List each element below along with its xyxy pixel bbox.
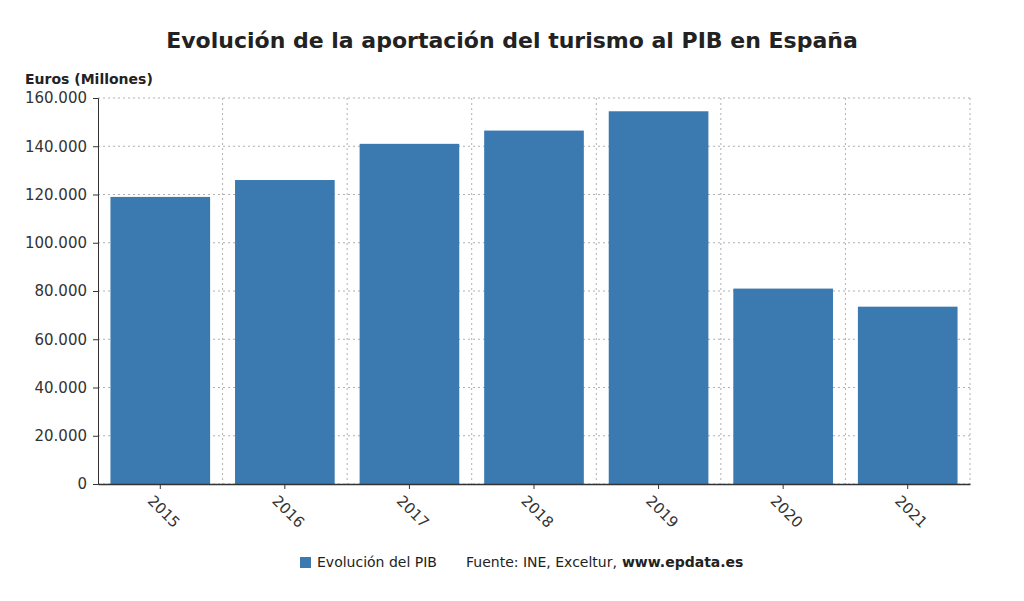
x-tick-label: 2016 <box>268 492 308 532</box>
grid-line-vertical <box>720 98 721 484</box>
x-tick-mark <box>409 484 410 489</box>
x-tick: 2020 <box>767 484 807 531</box>
x-tick-label: 2019 <box>642 492 682 532</box>
y-axis-title: Euros (Millones) <box>25 71 153 87</box>
y-axis-line <box>93 99 99 485</box>
title: Evolución de la aportación del turismo a… <box>166 28 858 53</box>
bar <box>858 307 958 484</box>
x-tick-mark <box>284 484 285 489</box>
source-text: www.epdata.es <box>622 554 744 570</box>
y-tick: 20.000 <box>35 427 99 445</box>
plot: 0 20.000 40.000 60.000 80.000 100.000 120.000 1… <box>25 89 971 531</box>
y-tick: 160.000 <box>25 89 98 107</box>
bar <box>484 131 584 484</box>
y-tick-label: 140.000 <box>25 138 87 156</box>
bars <box>110 111 957 484</box>
y-tick-label: 80.000 <box>35 282 88 300</box>
grid-line-vertical <box>970 98 971 484</box>
y-tick-mark <box>93 436 98 437</box>
legend-swatch <box>300 557 311 568</box>
y-tick-label: 40.000 <box>35 379 88 397</box>
bar <box>609 111 709 484</box>
grid-line-vertical <box>845 98 846 484</box>
grid-line <box>98 98 970 99</box>
chart: Evolución de la aportación del turismo a… <box>0 0 1024 601</box>
y-tick-mark <box>93 339 98 340</box>
bar <box>360 144 460 484</box>
y-tick: 120.000 <box>25 186 98 204</box>
y-tick-mark <box>93 484 98 485</box>
y-axis: 0 20.000 40.000 60.000 80.000 100.000 120.000 1… <box>25 89 99 493</box>
y-tick-mark <box>93 195 98 196</box>
x-tick: 2015 <box>144 484 184 531</box>
bar <box>235 180 335 484</box>
y-tick-label: 20.000 <box>35 427 88 445</box>
x-tick: 2016 <box>268 484 308 531</box>
y-tick-mark <box>93 98 98 99</box>
legend-label: Evolución del PIB <box>317 554 437 570</box>
x-tick-mark <box>907 484 908 489</box>
legend: Evolución del PIB <box>300 554 437 570</box>
bar <box>733 289 833 484</box>
y-tick-label: 100.000 <box>25 234 87 252</box>
y-tick-label: 120.000 <box>25 186 87 204</box>
y-tick: 0 <box>77 475 98 493</box>
x-tick-mark <box>658 484 659 489</box>
y-tick-mark <box>93 388 98 389</box>
grid-line-vertical <box>222 98 223 484</box>
x-tick-label: 2015 <box>144 492 184 532</box>
source: Fuente: INE, Exceltur, www.epdata.es <box>466 554 743 570</box>
x-axis: 2015 2016 2017 2018 2019 2020 2021 <box>99 484 971 531</box>
x-tick-mark <box>534 484 535 489</box>
x-tick-label: 2017 <box>393 492 433 532</box>
grid <box>98 98 970 484</box>
y-tick-label: 0 <box>77 475 87 493</box>
x-tick: 2017 <box>393 484 433 531</box>
grid-line-vertical <box>347 98 348 484</box>
y-tick-mark <box>93 243 98 244</box>
y-tick: 80.000 <box>35 282 99 300</box>
x-tick: 2018 <box>518 484 558 531</box>
bar <box>110 197 210 484</box>
y-tick: 60.000 <box>35 331 99 349</box>
y-tick: 100.000 <box>25 234 98 252</box>
x-tick-label: 2021 <box>891 492 931 532</box>
y-tick-mark <box>93 291 98 292</box>
x-tick-mark <box>160 484 161 489</box>
x-tick: 2021 <box>891 484 931 531</box>
x-tick-label: 2020 <box>767 492 807 532</box>
x-tick-mark <box>783 484 784 489</box>
x-tick-label: 2018 <box>518 492 558 532</box>
grid-line-vertical <box>471 98 472 484</box>
grid-line-vertical <box>596 98 597 484</box>
y-tick-label: 160.000 <box>25 89 87 107</box>
x-tick: 2019 <box>642 484 682 531</box>
y-tick: 40.000 <box>35 379 99 397</box>
y-tick-mark <box>93 146 98 147</box>
y-tick-label: 60.000 <box>35 331 88 349</box>
y-tick: 140.000 <box>25 138 98 156</box>
source-text: Fuente: INE, Exceltur, <box>466 554 617 570</box>
